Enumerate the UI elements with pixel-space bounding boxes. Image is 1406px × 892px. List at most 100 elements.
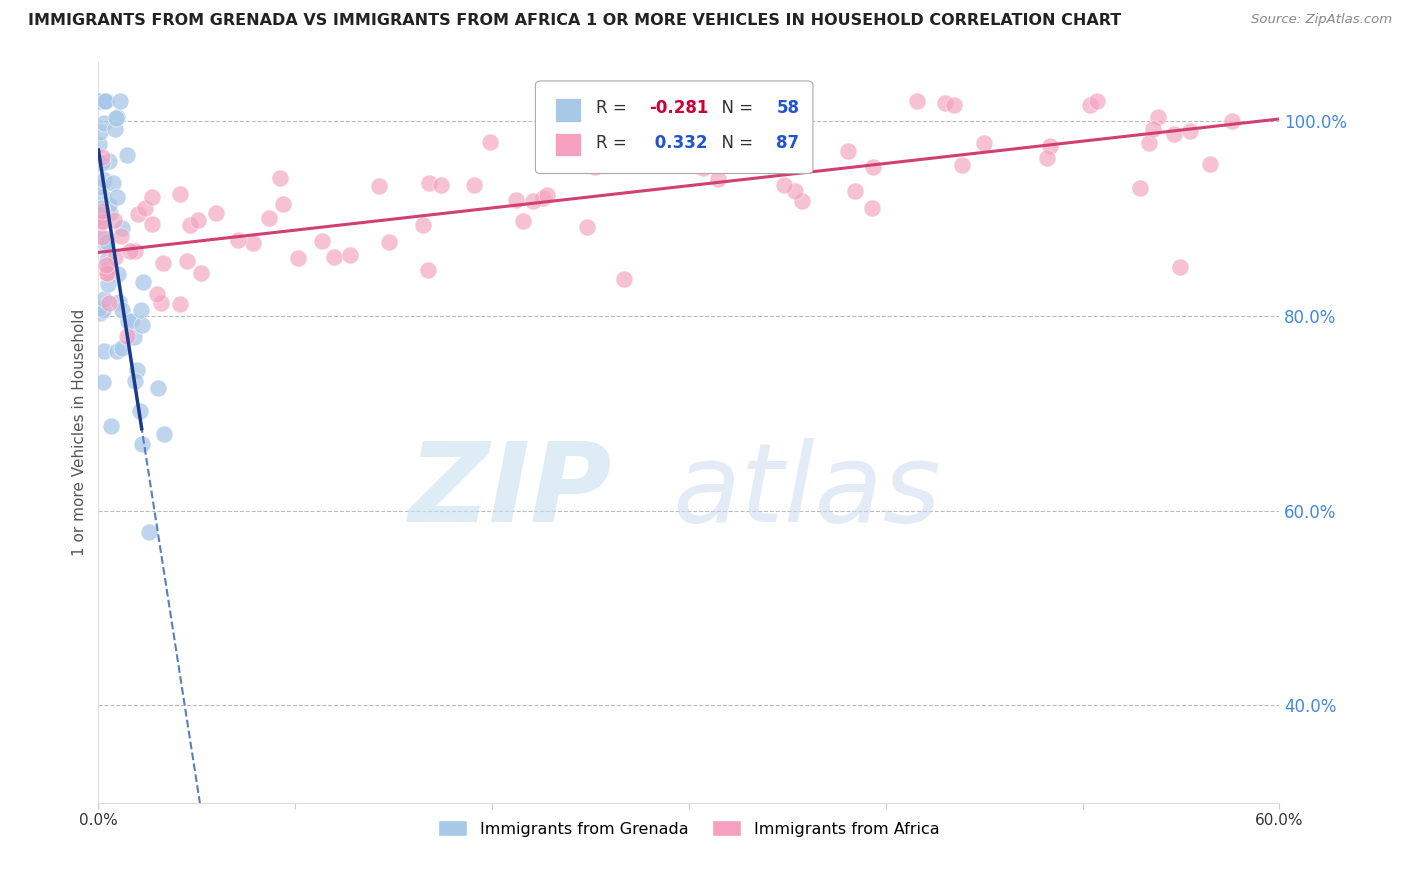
Text: Source: ZipAtlas.com: Source: ZipAtlas.com bbox=[1251, 13, 1392, 27]
Immigrants from Africa bbox=[91, 230, 114, 244]
Immigrants from Africa bbox=[429, 178, 451, 193]
Immigrants from Grenada bbox=[90, 201, 112, 215]
Immigrants from Grenada bbox=[89, 306, 111, 320]
Immigrants from Grenada bbox=[105, 190, 128, 204]
Immigrants from Africa bbox=[323, 250, 346, 264]
Immigrants from Africa bbox=[1078, 98, 1101, 112]
Immigrants from Grenada bbox=[124, 375, 146, 389]
Immigrants from Africa bbox=[103, 212, 125, 227]
Immigrants from Africa bbox=[176, 253, 198, 268]
Immigrants from Africa bbox=[942, 98, 965, 112]
Immigrants from Grenada bbox=[105, 111, 128, 125]
Immigrants from Africa bbox=[96, 266, 118, 280]
Immigrants from Africa bbox=[1137, 136, 1160, 151]
Immigrants from Africa bbox=[773, 178, 796, 193]
Immigrants from Grenada bbox=[96, 253, 118, 268]
Immigrants from Africa bbox=[512, 213, 534, 227]
Immigrants from Africa bbox=[1039, 139, 1062, 153]
Immigrants from Africa bbox=[613, 272, 636, 286]
Immigrants from Grenada bbox=[97, 197, 120, 211]
Immigrants from Africa bbox=[91, 214, 114, 228]
Immigrants from Africa bbox=[707, 171, 730, 186]
Immigrants from Grenada bbox=[117, 314, 139, 328]
Immigrants from Grenada bbox=[93, 236, 115, 251]
Immigrants from Africa bbox=[522, 194, 544, 208]
Immigrants from Africa bbox=[905, 95, 928, 109]
FancyBboxPatch shape bbox=[555, 98, 582, 121]
Immigrants from Grenada bbox=[93, 95, 115, 109]
FancyBboxPatch shape bbox=[536, 81, 813, 173]
Text: IMMIGRANTS FROM GRENADA VS IMMIGRANTS FROM AFRICA 1 OR MORE VEHICLES IN HOUSEHOL: IMMIGRANTS FROM GRENADA VS IMMIGRANTS FR… bbox=[28, 13, 1122, 29]
Immigrants from Africa bbox=[339, 248, 361, 262]
Immigrants from Grenada bbox=[111, 303, 134, 318]
Immigrants from Africa bbox=[934, 96, 956, 111]
Immigrants from Africa bbox=[583, 160, 606, 174]
Immigrants from Grenada bbox=[105, 343, 128, 358]
Immigrants from Africa bbox=[1085, 95, 1108, 109]
Immigrants from Grenada bbox=[93, 293, 115, 307]
Immigrants from Africa bbox=[536, 188, 558, 202]
Immigrants from Africa bbox=[950, 158, 973, 172]
Immigrants from Africa bbox=[669, 114, 692, 128]
Text: R =: R = bbox=[596, 99, 631, 118]
Immigrants from Grenada bbox=[91, 190, 114, 204]
Immigrants from Africa bbox=[1199, 157, 1222, 171]
Immigrants from Grenada bbox=[91, 303, 114, 318]
Immigrants from Africa bbox=[190, 266, 212, 280]
Immigrants from Africa bbox=[187, 213, 209, 227]
Immigrants from Africa bbox=[98, 296, 121, 310]
Immigrants from Grenada bbox=[129, 404, 152, 418]
Immigrants from Africa bbox=[287, 251, 309, 265]
Immigrants from Africa bbox=[576, 219, 599, 234]
Immigrants from Grenada bbox=[98, 153, 121, 168]
Immigrants from Africa bbox=[152, 255, 174, 269]
Legend: Immigrants from Grenada, Immigrants from Africa: Immigrants from Grenada, Immigrants from… bbox=[432, 814, 946, 843]
Immigrants from Africa bbox=[621, 121, 644, 136]
Immigrants from Africa bbox=[412, 218, 434, 232]
Immigrants from Africa bbox=[1036, 151, 1059, 165]
Immigrants from Grenada bbox=[90, 230, 112, 244]
Immigrants from Africa bbox=[169, 187, 191, 202]
Immigrants from Grenada bbox=[129, 303, 152, 318]
Immigrants from Africa bbox=[973, 136, 995, 150]
Immigrants from Grenada bbox=[138, 524, 160, 539]
Immigrants from Africa bbox=[586, 145, 609, 160]
Immigrants from Africa bbox=[127, 207, 149, 221]
Immigrants from Grenada bbox=[89, 125, 111, 139]
Immigrants from Grenada bbox=[111, 342, 134, 356]
Immigrants from Grenada bbox=[108, 95, 131, 109]
Immigrants from Africa bbox=[257, 211, 280, 226]
Immigrants from Grenada bbox=[91, 215, 114, 229]
Immigrants from Africa bbox=[226, 233, 249, 247]
Immigrants from Africa bbox=[1168, 260, 1191, 275]
Immigrants from Africa bbox=[91, 150, 114, 164]
Text: 87: 87 bbox=[776, 134, 800, 153]
Immigrants from Grenada bbox=[107, 267, 129, 281]
Immigrants from Grenada bbox=[148, 381, 170, 395]
Immigrants from Africa bbox=[242, 236, 264, 251]
Immigrants from Africa bbox=[141, 217, 163, 231]
Immigrants from Grenada bbox=[97, 257, 120, 271]
Immigrants from Africa bbox=[785, 184, 807, 198]
Immigrants from Grenada bbox=[104, 111, 127, 125]
Immigrants from Grenada bbox=[94, 95, 117, 109]
Immigrants from Africa bbox=[271, 197, 294, 211]
Immigrants from Africa bbox=[531, 191, 554, 205]
Immigrants from Grenada bbox=[124, 330, 146, 344]
Immigrants from Africa bbox=[91, 204, 114, 219]
Immigrants from Africa bbox=[269, 170, 291, 185]
Immigrants from Grenada bbox=[89, 137, 111, 152]
Immigrants from Grenada bbox=[89, 179, 111, 194]
Immigrants from Africa bbox=[1142, 122, 1164, 136]
Immigrants from Grenada bbox=[91, 207, 114, 221]
Immigrants from Africa bbox=[790, 194, 813, 208]
Immigrants from Grenada bbox=[96, 235, 118, 250]
Immigrants from Africa bbox=[692, 161, 714, 175]
Immigrants from Grenada bbox=[131, 437, 153, 451]
Immigrants from Africa bbox=[141, 189, 163, 203]
Immigrants from Grenada bbox=[91, 156, 114, 170]
Immigrants from Africa bbox=[837, 144, 859, 158]
Immigrants from Grenada bbox=[93, 173, 115, 187]
FancyBboxPatch shape bbox=[555, 133, 582, 156]
Immigrants from Africa bbox=[844, 184, 866, 198]
